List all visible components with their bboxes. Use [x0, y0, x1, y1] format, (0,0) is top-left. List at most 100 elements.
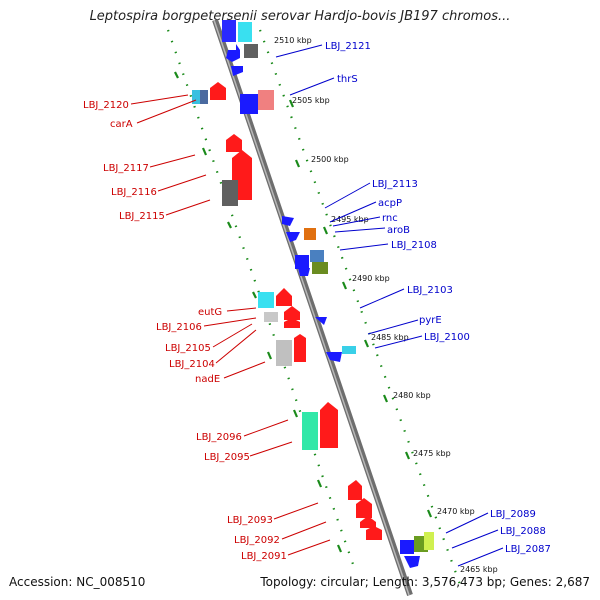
gene-glyph[interactable]: [295, 255, 309, 269]
callout-line: [445, 512, 489, 534]
map-title: Leptospira borgpetersenii serovar Hardjo…: [89, 9, 511, 24]
callout-line: [426, 509, 433, 518]
gene-glyph[interactable]: [258, 292, 274, 308]
gene-glyph[interactable]: [424, 532, 434, 550]
callout-line: [281, 521, 327, 540]
gene-glyph[interactable]: [312, 262, 328, 274]
gene-label-pyrE: pyrE: [419, 315, 442, 326]
gene-label-rnc: rnc: [382, 213, 398, 224]
gene-label-LBJ_2088: LBJ_2088: [500, 526, 546, 537]
callout-line: [334, 227, 386, 233]
gene-label-LBJ_2091: LBJ_2091: [241, 551, 287, 562]
scale-label-2505: 2505 kbp: [292, 96, 330, 105]
scale-labels: 2510 kbp 2505 kbp 2500 kbp 2495 kbp 2490…: [274, 36, 498, 574]
gene-glyph[interactable]: [310, 250, 324, 262]
gene-glyph[interactable]: [294, 334, 306, 362]
reverse-label-text[interactable]: LBJ_2120 carA LBJ_2117 LBJ_2116 LBJ_2115…: [83, 100, 287, 562]
gene-glyph[interactable]: [326, 352, 342, 362]
gene-label-LBJ_2121: LBJ_2121: [325, 41, 371, 52]
gene-glyph[interactable]: [231, 66, 243, 76]
forward-label-text[interactable]: LBJ_2121 thrS LBJ_2113 acpP rnc aroB LBJ…: [325, 41, 551, 555]
gene-glyph[interactable]: [258, 90, 274, 110]
callout-line: [404, 451, 411, 460]
gene-glyph[interactable]: [222, 20, 236, 42]
gene-glyph[interactable]: [286, 232, 300, 242]
gene-label-LBJ_2117: LBJ_2117: [103, 163, 149, 174]
gene-glyph[interactable]: [320, 402, 338, 448]
gene-glyph[interactable]: [244, 44, 258, 58]
gene-glyph[interactable]: [276, 340, 292, 366]
gene-label-LBJ_2087: LBJ_2087: [505, 544, 551, 555]
scale-label-2490: 2490 kbp: [352, 274, 390, 283]
gene-glyph[interactable]: [282, 216, 294, 226]
callout-line: [332, 216, 381, 227]
callout-line: [324, 182, 371, 209]
gene-label-LBJ_2105: LBJ_2105: [165, 343, 211, 354]
callout-line: [457, 547, 504, 567]
gene-glyph[interactable]: [192, 90, 202, 104]
callout-line: [451, 529, 499, 549]
gene-label-LBJ_2116: LBJ_2116: [111, 187, 157, 198]
callout-line: [149, 154, 196, 168]
gene-glyph[interactable]: [200, 90, 208, 104]
gene-glyph[interactable]: [284, 306, 300, 320]
callout-line: [130, 94, 189, 105]
gene-label-LBJ_2108: LBJ_2108: [391, 240, 437, 251]
genome-backbone-highlight: [213, 19, 410, 596]
gene-label-carA: carA: [110, 119, 133, 130]
callout-line: [329, 201, 377, 223]
gene-glyph[interactable]: [366, 526, 382, 540]
scale-label-2485: 2485 kbp: [371, 333, 409, 342]
gene-label-LBJ_2096: LBJ_2096: [196, 432, 242, 443]
scale-label-2500: 2500 kbp: [311, 155, 349, 164]
gene-glyph[interactable]: [238, 22, 252, 42]
forward-gene-glyphs[interactable]: [222, 20, 434, 568]
callout-line: [215, 329, 257, 364]
scale-label-2465: 2465 kbp: [460, 565, 498, 574]
callout-line: [382, 394, 389, 403]
gene-glyph[interactable]: [404, 556, 420, 568]
callout-line: [227, 221, 232, 229]
gene-glyph[interactable]: [348, 480, 362, 500]
callout-line: [174, 71, 179, 79]
gene-glyph[interactable]: [302, 412, 318, 450]
callout-line: [201, 147, 208, 156]
gene-glyph[interactable]: [284, 318, 300, 328]
gene-label-acpP: acpP: [378, 198, 402, 209]
gene-glyph[interactable]: [360, 516, 376, 528]
callout-line: [316, 479, 323, 488]
callout-line: [374, 335, 423, 349]
gene-glyph[interactable]: [400, 540, 414, 554]
accession-text: Accession: NC_008510: [9, 575, 146, 589]
callout-line: [226, 307, 257, 312]
gene-glyph[interactable]: [276, 288, 292, 306]
callout-line: [292, 409, 299, 418]
gene-glyph[interactable]: [264, 312, 278, 322]
scale-label-2510: 2510 kbp: [274, 36, 312, 45]
scale-label-2480: 2480 kbp: [393, 391, 431, 400]
callout-line: [288, 99, 295, 108]
callout-line: [294, 159, 301, 168]
scale-label-2475: 2475 kbp: [413, 449, 451, 458]
gene-glyph[interactable]: [356, 498, 372, 518]
gene-glyph[interactable]: [315, 317, 327, 325]
gene-label-LBJ_2095: LBJ_2095: [204, 452, 250, 463]
gene-glyph[interactable]: [226, 134, 242, 152]
gene-glyph[interactable]: [342, 346, 356, 354]
reverse-labels: [130, 94, 331, 556]
callout-line: [165, 199, 211, 216]
gene-glyph[interactable]: [240, 94, 258, 114]
gene-glyph[interactable]: [210, 82, 226, 100]
callout-line: [252, 291, 257, 299]
callout-line: [322, 226, 329, 235]
gene-glyph[interactable]: [304, 228, 316, 240]
gene-glyph[interactable]: [298, 268, 310, 276]
gene-label-nadE: nadE: [195, 374, 220, 385]
reverse-gene-glyphs[interactable]: [192, 82, 382, 540]
callout-line: [157, 174, 207, 192]
gene-glyph[interactable]: [226, 44, 240, 62]
gene-label-aroB: aroB: [387, 225, 410, 236]
gene-glyph[interactable]: [222, 180, 238, 206]
callout-line: [289, 77, 335, 96]
